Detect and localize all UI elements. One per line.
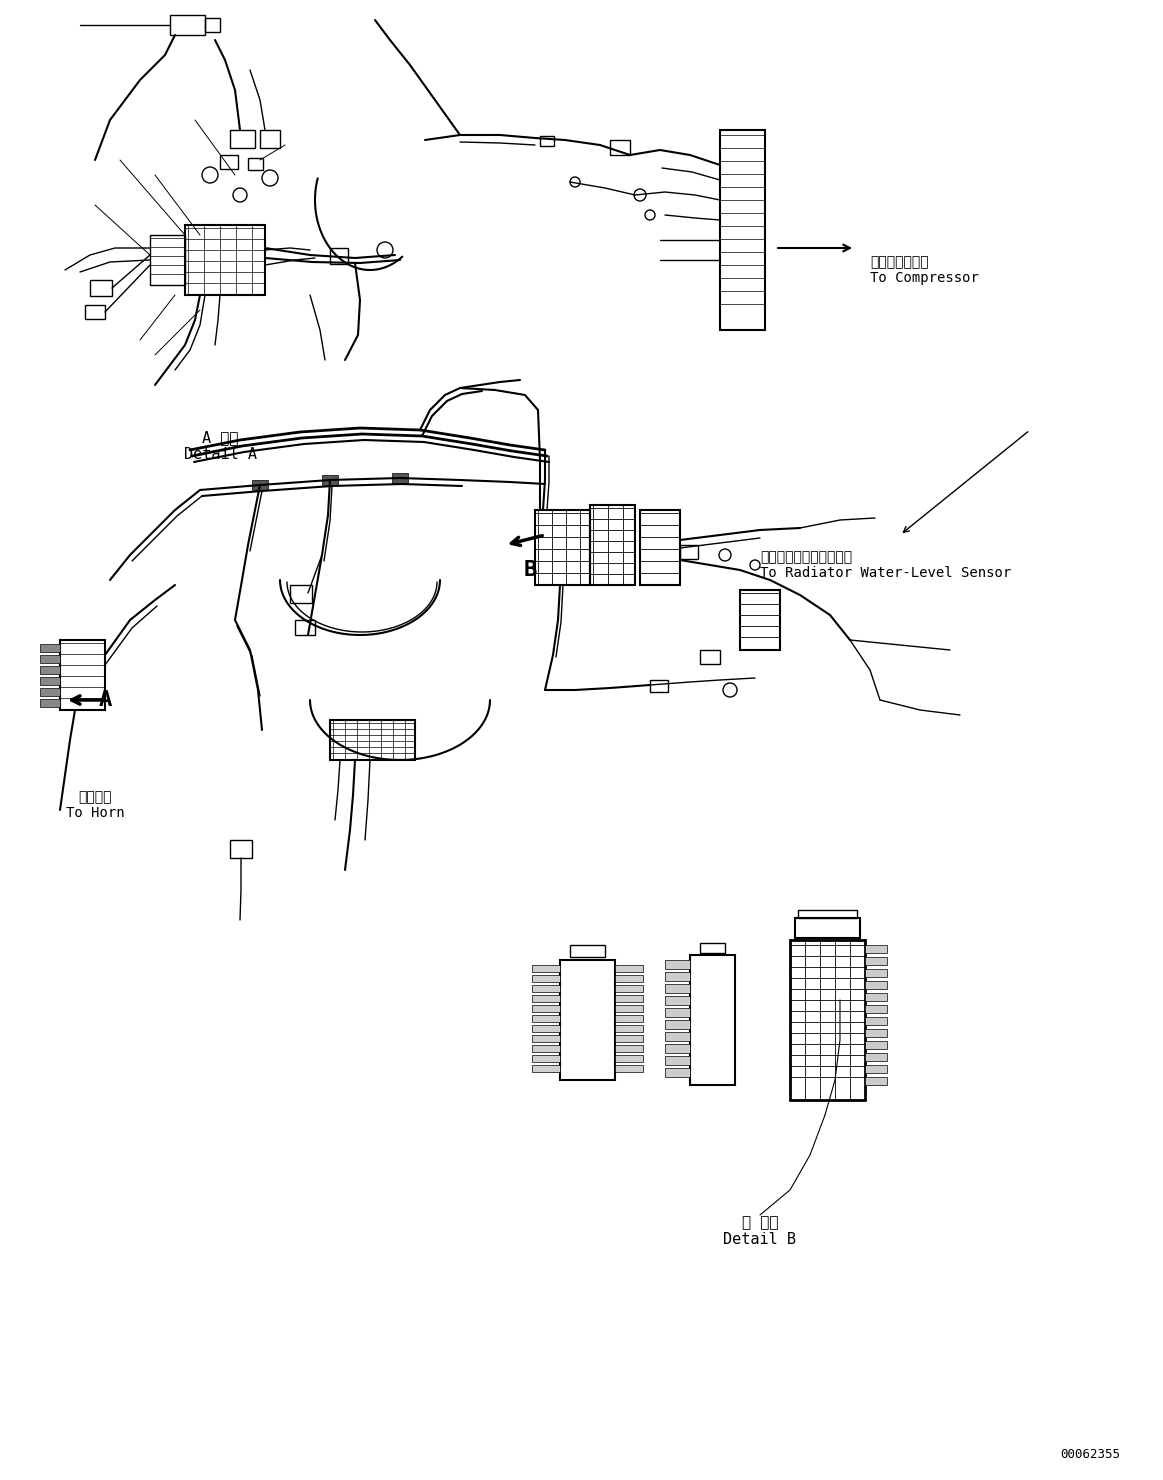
Bar	[865, 946, 887, 953]
Bar	[531, 986, 561, 992]
Bar	[865, 1005, 887, 1012]
Bar	[40, 656, 60, 663]
Bar	[261, 130, 280, 148]
Bar	[615, 1026, 643, 1032]
Bar	[865, 1066, 887, 1073]
Bar	[795, 918, 859, 938]
Bar	[535, 511, 590, 585]
Bar	[865, 969, 887, 977]
Bar	[615, 1066, 643, 1072]
Bar	[611, 141, 630, 155]
Bar	[615, 975, 643, 983]
Bar	[590, 505, 635, 585]
Text: A 詳細
Detail A: A 詳細 Detail A	[184, 431, 257, 462]
Bar	[650, 679, 668, 693]
Bar	[865, 1040, 887, 1049]
Bar	[865, 981, 887, 989]
Bar	[865, 1029, 887, 1037]
Bar	[531, 1035, 561, 1042]
Text: B: B	[523, 559, 536, 580]
Bar	[640, 511, 680, 585]
Bar	[615, 986, 643, 992]
Bar	[531, 1015, 561, 1023]
Text: A: A	[99, 690, 112, 710]
Bar	[790, 940, 865, 1100]
Bar	[615, 965, 643, 972]
Bar	[665, 972, 690, 981]
Bar	[665, 961, 690, 969]
Bar	[85, 305, 105, 320]
Bar	[615, 1055, 643, 1063]
Bar	[720, 130, 765, 330]
Bar	[230, 130, 255, 148]
Bar	[615, 1015, 643, 1023]
Bar	[290, 585, 312, 602]
Bar	[40, 688, 60, 696]
Bar	[865, 958, 887, 965]
Bar	[615, 1045, 643, 1052]
Bar	[40, 676, 60, 685]
Bar	[615, 1035, 643, 1042]
Bar	[798, 910, 857, 918]
Text: ホーンへ
To Horn: ホーンへ To Horn	[65, 790, 124, 820]
Bar	[865, 1052, 887, 1061]
Bar	[531, 965, 561, 972]
Bar	[865, 993, 887, 1000]
Bar	[665, 996, 690, 1005]
Text: 00062355: 00062355	[1059, 1449, 1120, 1462]
Bar	[570, 946, 605, 958]
Bar	[170, 15, 205, 36]
Text: ラジエータ水位センサへ
To Radiator Water-Level Sensor: ラジエータ水位センサへ To Radiator Water-Level Sens…	[759, 551, 1012, 580]
Bar	[665, 1032, 690, 1040]
Bar	[665, 1057, 690, 1066]
Bar	[615, 995, 643, 1002]
Bar	[700, 943, 725, 953]
Bar	[90, 280, 112, 296]
Bar	[700, 650, 720, 665]
Text: 日 詳細
Detail B: 日 詳細 Detail B	[723, 1215, 797, 1248]
Bar	[690, 955, 735, 1085]
Bar	[531, 1005, 561, 1012]
Bar	[220, 155, 238, 169]
Bar	[322, 475, 338, 485]
Bar	[615, 1005, 643, 1012]
Bar	[561, 961, 615, 1080]
Bar	[531, 975, 561, 983]
Bar	[60, 639, 105, 710]
Bar	[665, 984, 690, 993]
Bar	[205, 18, 220, 33]
Bar	[740, 591, 780, 650]
Bar	[392, 474, 408, 482]
Bar	[230, 841, 252, 858]
Bar	[531, 995, 561, 1002]
Bar	[531, 1066, 561, 1072]
Text: コンプレッサへ
To Compressor: コンプレッサへ To Compressor	[870, 255, 979, 286]
Bar	[531, 1026, 561, 1032]
Bar	[665, 1069, 690, 1077]
Bar	[185, 225, 265, 295]
Bar	[295, 620, 315, 635]
Bar	[330, 249, 348, 263]
Bar	[40, 699, 60, 707]
Bar	[665, 1008, 690, 1017]
Bar	[40, 644, 60, 653]
Bar	[540, 136, 554, 147]
Bar	[665, 1020, 690, 1029]
Bar	[252, 480, 267, 490]
Bar	[330, 719, 415, 761]
Bar	[531, 1045, 561, 1052]
Bar	[248, 158, 263, 170]
Bar	[680, 545, 698, 559]
Bar	[865, 1077, 887, 1085]
Bar	[150, 235, 185, 286]
Bar	[665, 1043, 690, 1052]
Bar	[531, 1055, 561, 1063]
Bar	[865, 1017, 887, 1026]
Bar	[40, 666, 60, 673]
